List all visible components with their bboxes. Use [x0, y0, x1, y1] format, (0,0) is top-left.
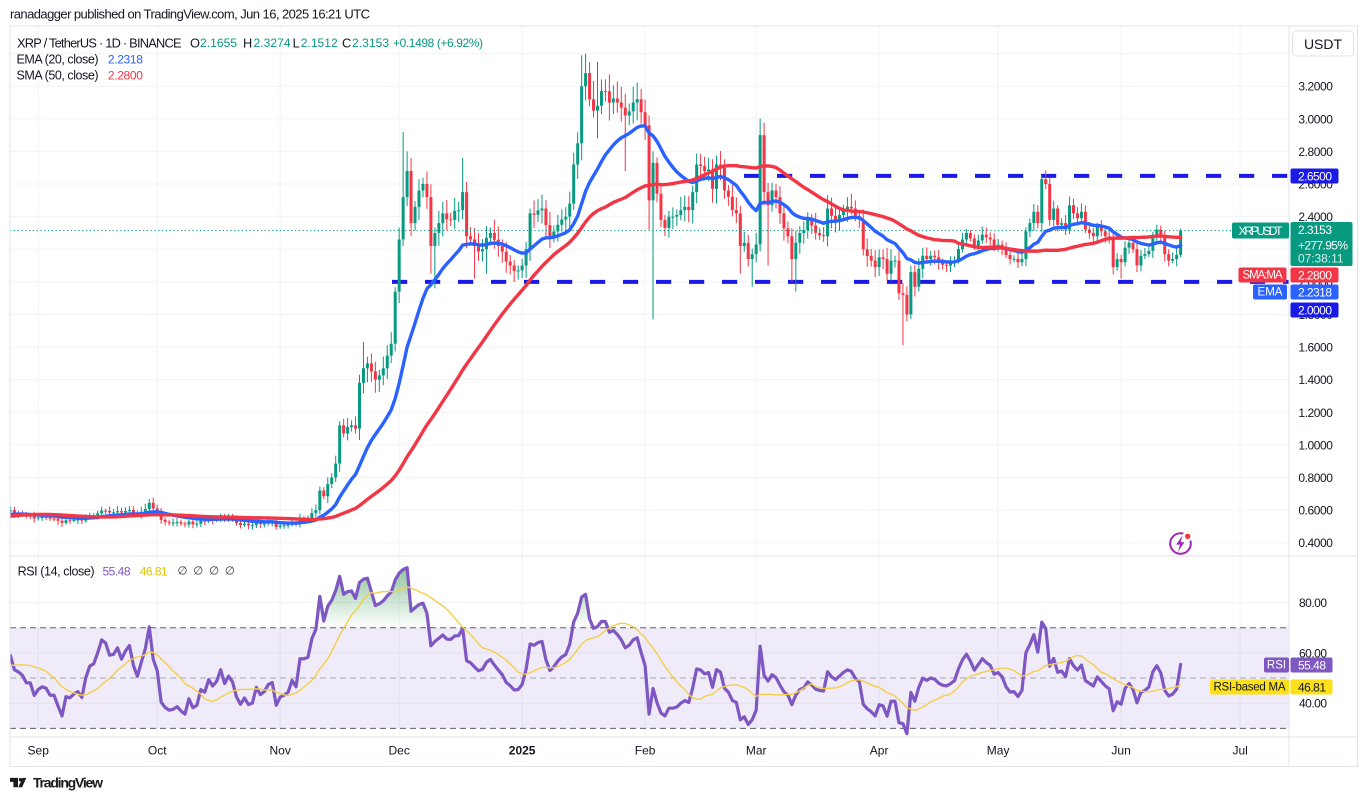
svg-text:ranadagger published on Tradin: ranadagger published on TradingView.com,…: [10, 7, 370, 22]
svg-text:EMA: EMA: [1258, 287, 1283, 299]
svg-text:1.4000: 1.4000: [1298, 373, 1333, 387]
svg-text:L: L: [293, 36, 300, 51]
svg-text:C: C: [342, 36, 351, 51]
svg-text:80.00: 80.00: [1299, 596, 1327, 610]
svg-text:60.00: 60.00: [1299, 646, 1327, 660]
svg-text:2.3274: 2.3274: [254, 36, 291, 50]
svg-text:∅: ∅: [225, 565, 235, 577]
svg-text:∅: ∅: [193, 565, 203, 577]
svg-text:Nov: Nov: [269, 744, 290, 758]
svg-text:2.6500: 2.6500: [1298, 170, 1332, 184]
svg-text:40.00: 40.00: [1299, 697, 1327, 711]
svg-text:O: O: [190, 36, 200, 51]
svg-text:07:38:11: 07:38:11: [1298, 252, 1344, 266]
svg-text:2.2318: 2.2318: [1298, 286, 1332, 300]
svg-text:0.4000: 0.4000: [1298, 536, 1333, 550]
svg-text:1.0000: 1.0000: [1298, 438, 1333, 452]
svg-text:May: May: [987, 744, 1010, 758]
svg-text:+277.95%: +277.95%: [1298, 239, 1348, 253]
svg-text:2.2800: 2.2800: [108, 69, 143, 83]
svg-text:Jun: Jun: [1111, 744, 1130, 758]
svg-text:Mar: Mar: [746, 744, 767, 758]
svg-text:2025: 2025: [509, 744, 536, 758]
svg-text:Feb: Feb: [635, 744, 656, 758]
svg-text:Apr: Apr: [870, 744, 889, 758]
svg-text:H: H: [243, 36, 252, 51]
svg-text:55.48: 55.48: [103, 564, 131, 578]
svg-text:+0.1498 (+6.92%): +0.1498 (+6.92%): [393, 36, 483, 50]
svg-text:TradingView: TradingView: [33, 775, 103, 791]
svg-text:0.8000: 0.8000: [1298, 471, 1333, 485]
svg-text:2.4000: 2.4000: [1298, 210, 1333, 224]
svg-text:XRP / TetherUS · 1D · BINANCE: XRP / TetherUS · 1D · BINANCE: [17, 36, 182, 51]
svg-text:RSI-based MA: RSI-based MA: [1214, 682, 1286, 694]
svg-text:3.2000: 3.2000: [1298, 80, 1333, 94]
svg-text:SMA (50, close): SMA (50, close): [17, 69, 99, 83]
svg-text:2.2800: 2.2800: [1298, 269, 1332, 283]
svg-text:∅: ∅: [209, 565, 219, 577]
svg-text:RSI: RSI: [1267, 660, 1286, 672]
svg-text:Sep: Sep: [28, 744, 50, 758]
svg-text:3.0000: 3.0000: [1298, 112, 1333, 126]
svg-text:Dec: Dec: [388, 744, 409, 758]
svg-text:0.6000: 0.6000: [1298, 504, 1333, 518]
svg-text:Jul: Jul: [1232, 744, 1247, 758]
svg-text:2.1655: 2.1655: [200, 36, 237, 50]
svg-text:Oct: Oct: [148, 744, 167, 758]
svg-text:1.6000: 1.6000: [1298, 341, 1333, 355]
svg-text:2.8000: 2.8000: [1298, 145, 1333, 159]
svg-text:2.2318: 2.2318: [108, 53, 143, 67]
svg-text:RSI (14, close): RSI (14, close): [18, 564, 95, 578]
svg-text:EMA (20, close): EMA (20, close): [17, 53, 99, 67]
svg-text:∅: ∅: [178, 565, 188, 577]
svg-text:46.81: 46.81: [1298, 681, 1326, 695]
svg-text:1.2000: 1.2000: [1298, 406, 1333, 420]
svg-text:XRPUSDT: XRPUSDT: [1239, 224, 1284, 238]
svg-text:2.3153: 2.3153: [1298, 223, 1332, 237]
svg-text:55.48: 55.48: [1298, 659, 1326, 673]
svg-text:2.0000: 2.0000: [1298, 304, 1332, 318]
svg-text:SMA:MA: SMA:MA: [1243, 270, 1283, 282]
svg-text:2.3153: 2.3153: [352, 36, 389, 50]
svg-text:2.1512: 2.1512: [301, 36, 338, 50]
svg-text:USDT: USDT: [1304, 36, 1343, 52]
svg-text:46.81: 46.81: [140, 564, 168, 578]
